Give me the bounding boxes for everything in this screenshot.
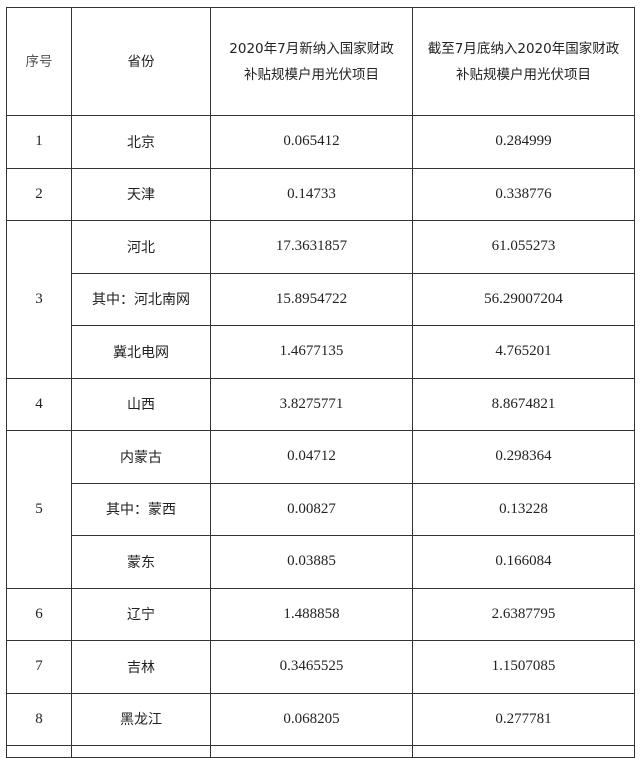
cell-seq: 5 [6,430,72,589]
cell-province: 其中：蒙西 [71,482,211,536]
table-row: 6 辽宁 1.488858 2.6387795 [6,587,635,641]
cell-seq: 8 [6,692,72,746]
cell-new: 15.8954722 [210,272,413,326]
cell-total: 8.8674821 [412,377,635,431]
table-row: 4 山西 3.8275771 8.8674821 [6,377,635,431]
cell-seq: 3 [6,220,72,379]
table-row: 冀北电网 1.4677135 4.765201 [7,325,635,379]
cell-province: 天津 [71,167,211,221]
cell-new: 17.3631857 [210,220,413,274]
cell-seq: 7 [6,640,72,694]
table-header-row: 序号 省份 2020年7月新纳入国家财政补贴规模户用光伏项目 截至7月底纳入20… [6,7,635,116]
cell-total: 0.338776 [412,167,635,221]
table-row-partial [6,745,635,758]
cell-seq: 4 [6,377,72,431]
header-total-projects: 截至7月底纳入2020年国家财政补贴规模户用光伏项目 [412,7,635,116]
table-row: 其中：河北南网 15.8954722 56.29007204 [7,272,635,326]
cell-province: 蒙东 [71,535,211,589]
table-row: 1 北京 0.065412 0.284999 [6,115,635,169]
table-row: 2 天津 0.14733 0.338776 [6,167,635,221]
cell-total: 61.055273 [412,220,635,274]
cell-province: 吉林 [71,640,211,694]
header-province: 省份 [71,7,211,116]
cell-empty [412,745,635,758]
cell-new: 0.04712 [210,430,413,484]
cell-new: 1.488858 [210,587,413,641]
table-row: 5 内蒙古 0.04712 0.298364 [6,430,635,589]
cell-new: 0.03885 [210,535,413,589]
cell-total: 56.29007204 [412,272,635,326]
cell-province: 冀北电网 [71,325,211,379]
table-row: 蒙东 0.03885 0.166084 [7,535,635,589]
cell-province: 北京 [71,115,211,169]
table-row: 其中：蒙西 0.00827 0.13228 [7,482,635,536]
cell-empty [210,745,413,758]
cell-new: 0.065412 [210,115,413,169]
cell-total: 0.277781 [412,692,635,746]
cell-new: 0.3465525 [210,640,413,694]
cell-seq: 2 [6,167,72,221]
pv-subsidy-table: 序号 省份 2020年7月新纳入国家财政补贴规模户用光伏项目 截至7月底纳入20… [6,7,635,758]
cell-empty [6,745,72,758]
cell-new: 0.14733 [210,167,413,221]
cell-province: 山西 [71,377,211,431]
cell-province: 内蒙古 [71,430,211,484]
cell-province: 黑龙江 [71,692,211,746]
cell-empty [71,745,211,758]
cell-new: 3.8275771 [210,377,413,431]
table-row: 7 吉林 0.3465525 1.1507085 [6,640,635,694]
cell-total: 4.765201 [412,325,635,379]
cell-total: 0.13228 [412,482,635,536]
cell-total: 0.284999 [412,115,635,169]
cell-province: 河北 [71,220,211,274]
table-row: 8 黑龙江 0.068205 0.277781 [6,692,635,746]
cell-seq: 6 [6,587,72,641]
cell-total: 0.166084 [412,535,635,589]
header-new-projects: 2020年7月新纳入国家财政补贴规模户用光伏项目 [210,7,413,116]
cell-seq: 1 [6,115,72,169]
cell-new: 1.4677135 [210,325,413,379]
cell-total: 2.6387795 [412,587,635,641]
cell-total: 0.298364 [412,430,635,484]
cell-new: 0.068205 [210,692,413,746]
cell-total: 1.1507085 [412,640,635,694]
cell-province: 其中：河北南网 [71,272,211,326]
cell-new: 0.00827 [210,482,413,536]
cell-province: 辽宁 [71,587,211,641]
header-seq: 序号 [6,7,72,116]
table-row: 3 河北 17.3631857 61.055273 [6,220,635,379]
